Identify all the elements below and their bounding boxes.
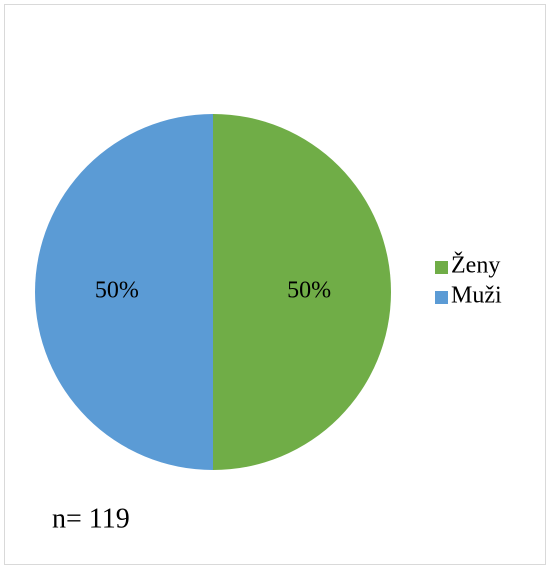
data-label: 50%: [287, 278, 331, 304]
pie-slice: [35, 114, 213, 470]
legend-swatch: [435, 291, 448, 304]
legend-swatch: [435, 261, 448, 274]
pie-slice: [213, 114, 391, 470]
legend-label: Muži: [451, 283, 502, 309]
annotation: n= 119: [52, 503, 130, 534]
legend-label: Ženy: [451, 253, 500, 279]
data-label: 50%: [95, 278, 139, 304]
